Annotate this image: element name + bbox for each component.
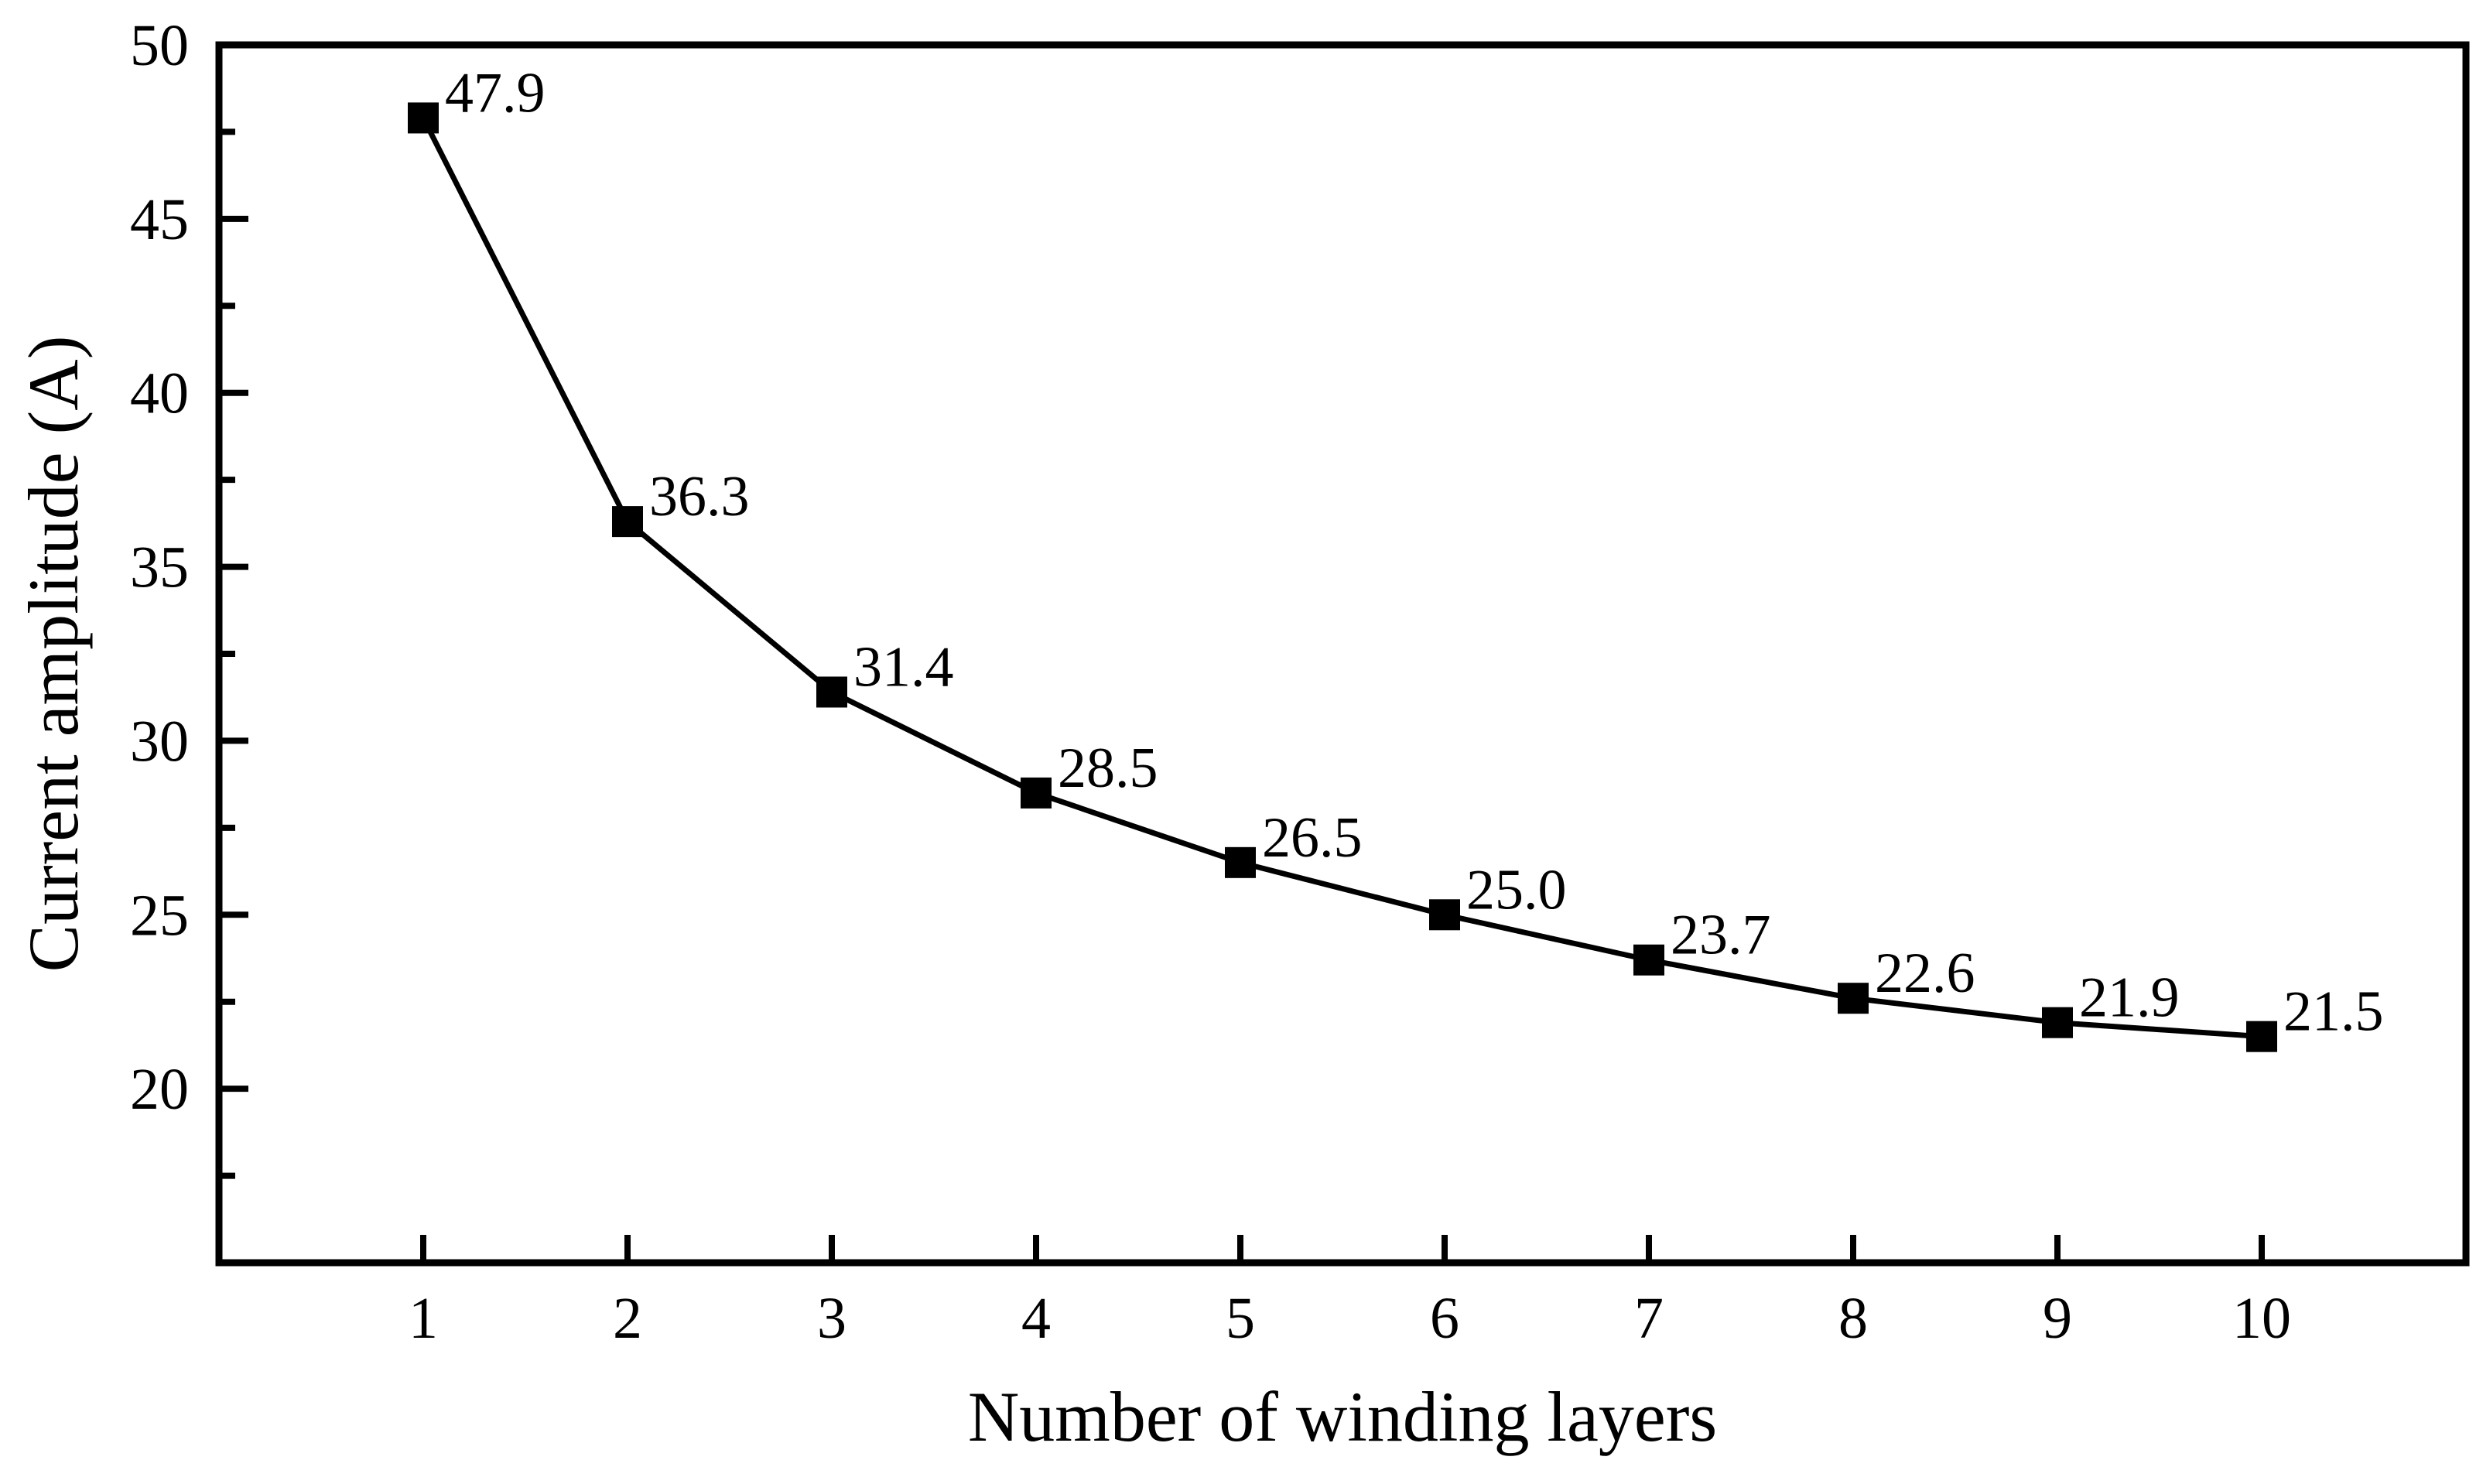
data-series-line <box>420 116 2262 1040</box>
x-axis-tick-label: 10 <box>2232 1286 2291 1351</box>
data-point-marker <box>2246 1021 2277 1052</box>
data-point-marker <box>408 102 439 134</box>
data-point-marker <box>2042 1007 2073 1038</box>
data-point-label: 25.0 <box>1466 858 1567 922</box>
data-point-label: 21.9 <box>2079 966 2180 1030</box>
axis-titles-group: Number of winding layers Current amplitud… <box>14 336 1717 1456</box>
x-axis-tick-label: 9 <box>2043 1286 2072 1351</box>
data-point-marker <box>612 506 643 538</box>
y-axis-tick-label: 30 <box>130 709 189 774</box>
y-axis-tick-label: 35 <box>130 535 189 600</box>
data-series-group: 47.9 36.3 31.4 28.5 26.5 25.0 23.7 22.6 21.9 21.5 <box>408 61 2384 1052</box>
data-point-label: 26.5 <box>1262 806 1363 870</box>
x-axis-tick-label: 6 <box>1430 1286 1459 1351</box>
data-point-marker <box>1429 899 1460 931</box>
data-point-label: 31.4 <box>853 635 954 699</box>
y-axis-tick-label: 50 <box>130 13 189 78</box>
data-point-label: 23.7 <box>1671 904 1771 967</box>
data-point-label: 21.5 <box>2283 980 2384 1044</box>
x-axis-tick-label: 7 <box>1634 1286 1664 1351</box>
x-axis-tick-label: 3 <box>817 1286 846 1351</box>
data-point-label: 22.6 <box>1875 942 1975 1005</box>
x-axis-tick-label: 8 <box>1838 1286 1868 1351</box>
y-axis-tick-label: 45 <box>130 187 189 252</box>
x-axis-title: Number of winding layers <box>968 1377 1717 1456</box>
plot-frame <box>215 41 2470 1267</box>
plot-frame-group <box>215 41 2470 1267</box>
y-axis-tick-label: 40 <box>130 361 189 426</box>
x-axis-tick-label: 4 <box>1021 1286 1051 1351</box>
axis-ticks-group <box>219 42 2265 1263</box>
data-point-marker <box>1225 846 1256 878</box>
y-axis-tick-label: 20 <box>130 1057 189 1122</box>
y-axis-title: Current amplitude (A) <box>14 336 93 973</box>
data-point-label: 36.3 <box>649 465 750 528</box>
data-point-marker <box>1021 777 1052 809</box>
x-axis-tick-label: 2 <box>613 1286 642 1351</box>
data-point-marker <box>816 676 847 708</box>
data-point-marker <box>1633 944 1664 976</box>
data-point-marker <box>1838 983 1869 1014</box>
data-point-label: 28.5 <box>1058 737 1158 800</box>
data-point-label: 47.9 <box>445 61 546 125</box>
x-axis-tick-label: 5 <box>1226 1286 1255 1351</box>
y-axis-tick-label: 25 <box>130 883 189 948</box>
x-axis-tick-label: 1 <box>409 1286 438 1351</box>
